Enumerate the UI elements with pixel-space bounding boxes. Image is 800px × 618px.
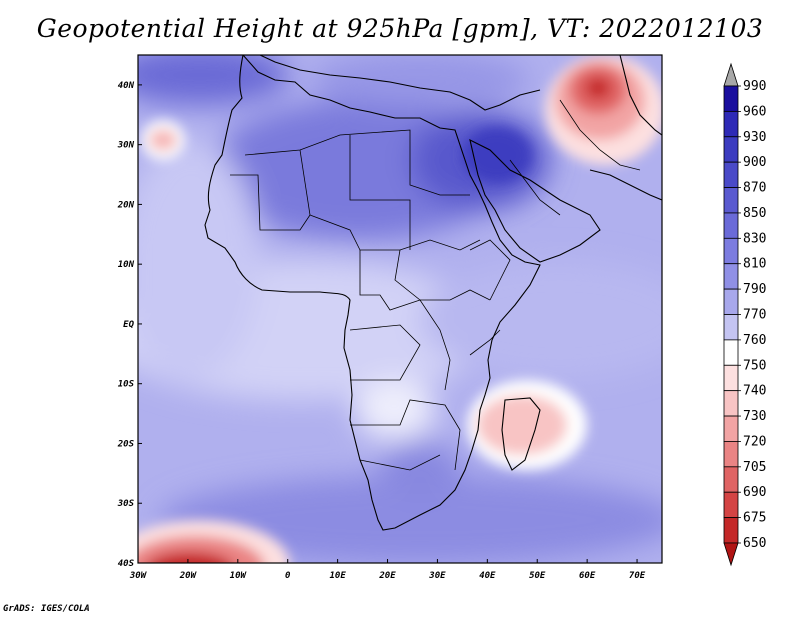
colorbar-swatch <box>723 415 739 442</box>
colorbar-swatch <box>723 314 739 341</box>
colorbar-label: 790 <box>743 282 766 297</box>
lon-tick-label: 20W <box>179 571 198 581</box>
africa-coastline <box>204 55 541 531</box>
lat-tick-label: EQ <box>123 320 134 330</box>
coastlines <box>204 55 662 531</box>
colorbar-label: 740 <box>743 384 766 399</box>
colorbar-label: 675 <box>743 511 766 526</box>
colorbar-label: 770 <box>743 308 766 323</box>
colorbar-swatch <box>723 263 739 290</box>
pressure-systems <box>138 55 662 563</box>
colorbar-label: 830 <box>743 231 766 246</box>
colorbar-label: 690 <box>743 485 766 500</box>
colorbar-swatch <box>723 491 739 519</box>
lon-tick-label: 30W <box>129 571 148 581</box>
colorbar-swatch <box>723 161 739 188</box>
grads-footer: GrADS: IGES/COLA <box>3 604 90 614</box>
border-drc <box>394 249 451 391</box>
colorbar-top-arrow <box>723 62 739 87</box>
lon-tick-label: 0 <box>285 571 291 581</box>
lat-tick-label: 30S <box>117 499 135 509</box>
map-frame <box>137 54 663 564</box>
lat-tick-label: 40N <box>118 81 135 91</box>
colorbar-label: 850 <box>743 206 766 221</box>
colorbar-label: 810 <box>743 257 766 272</box>
lat-tick-label: 30N <box>117 141 135 151</box>
colorbar-label: 900 <box>743 155 766 170</box>
colorbar-label: 990 <box>743 79 766 94</box>
colorbar-swatch <box>723 212 739 239</box>
border-southafrica <box>359 454 441 471</box>
lat-tick-label: 40S <box>118 559 135 569</box>
colorbar-label: 930 <box>743 130 766 145</box>
mediterranean-north-coast <box>259 55 541 111</box>
lon-tick-label: 10E <box>329 571 346 581</box>
border-iran <box>559 99 641 171</box>
colorbar-swatch <box>723 136 739 163</box>
contour-field <box>138 55 662 563</box>
lon-tick-label: 40E <box>479 571 496 581</box>
caspian-region <box>619 55 662 136</box>
colorbar-label: 870 <box>743 181 766 196</box>
border-ethiopia <box>469 239 511 301</box>
colorbar-swatch <box>723 364 739 392</box>
colorbar-swatch <box>723 85 739 112</box>
border-saudi <box>509 159 561 216</box>
colorbar-label: 650 <box>743 536 766 551</box>
plot-title: Geopotential Height at 925hPa [gpm], VT:… <box>36 14 764 43</box>
colorbar-label: 705 <box>743 460 766 475</box>
colorbar-label: 960 <box>743 104 766 119</box>
lon-tick-label: 30E <box>428 571 446 581</box>
border-central <box>359 250 491 311</box>
colorbar-swatch <box>723 466 739 493</box>
country-borders <box>230 99 641 471</box>
border-tanzania <box>469 329 501 356</box>
axis-ticks: 30W 20W 10W 0 10E 20E 30E 40E 50E 60E 70E 40N 30N 20N… <box>117 81 646 581</box>
colorbar-swatch <box>723 288 739 315</box>
colorbar-swatch <box>723 390 739 417</box>
colorbar: 990 960 930 900 870 850 830 810 790 770 760 750 740 7… <box>723 62 766 567</box>
lat-tick-label: 20S <box>117 439 135 449</box>
colorbar-swatch <box>723 339 739 366</box>
colorbar-swatch <box>723 517 739 544</box>
lon-tick-label: 50E <box>529 571 546 581</box>
colorbar-label: 730 <box>743 409 766 424</box>
colorbar-swatch <box>723 441 739 468</box>
madagascar-coastline <box>501 397 541 471</box>
colorbar-label: 760 <box>743 333 766 348</box>
colorbar-label: 720 <box>743 434 766 449</box>
iran-coastline <box>589 169 662 201</box>
colorbar-swatch <box>723 110 739 138</box>
border-mali <box>230 149 311 231</box>
colorbar-bottom-arrow <box>723 542 739 567</box>
lon-tick-label: 10W <box>230 571 248 581</box>
lat-tick-label: 10N <box>118 260 135 270</box>
lon-tick-label: 70E <box>629 571 646 581</box>
colorbar-label: 750 <box>743 358 766 373</box>
arabia-coastline <box>469 138 601 263</box>
colorbar-swatch <box>723 187 739 214</box>
border-libya <box>349 135 411 250</box>
border-namibia-botswana <box>350 399 461 471</box>
colorbar-swatch <box>723 237 739 265</box>
border-congo-angola <box>349 324 421 381</box>
lon-tick-label: 20E <box>378 571 396 581</box>
lat-tick-label: 20N <box>117 200 135 210</box>
lon-tick-label: 60E <box>579 571 596 581</box>
lat-tick-label: 10S <box>118 380 135 390</box>
